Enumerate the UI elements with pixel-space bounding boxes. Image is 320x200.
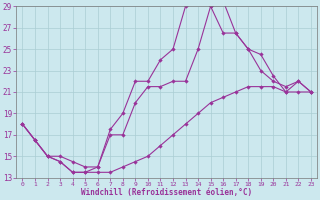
X-axis label: Windchill (Refroidissement éolien,°C): Windchill (Refroidissement éolien,°C) bbox=[81, 188, 252, 197]
